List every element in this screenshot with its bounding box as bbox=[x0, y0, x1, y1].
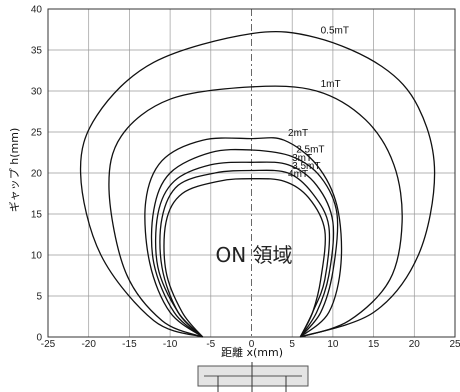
x-tick-label: 20 bbox=[409, 339, 421, 350]
series-label: 3mT bbox=[292, 153, 312, 164]
y-tick-label: 0 bbox=[36, 333, 42, 344]
series-label: 3.5mT bbox=[292, 161, 320, 172]
y-tick-label: 30 bbox=[31, 87, 43, 98]
plot-frame bbox=[47, 8, 456, 338]
curve-3.5mT bbox=[159, 169, 331, 338]
y-axis-title: ギャップ h(mm) bbox=[8, 128, 21, 212]
x-tick-label: -5 bbox=[206, 339, 215, 350]
x-tick-label: -20 bbox=[81, 339, 96, 350]
curve-3mT bbox=[154, 161, 335, 338]
series-label: 1mT bbox=[321, 79, 341, 90]
x-tick-label: 10 bbox=[327, 339, 339, 350]
x-tick-label: 15 bbox=[368, 339, 380, 350]
x-tick-label: 0 bbox=[249, 339, 255, 350]
series-curves bbox=[79, 30, 436, 338]
tick-labels: -25 -20 -15 -10 -5 0 5 10 15 20 25 0 5 10 15 20 25 30 35 40 bbox=[31, 5, 460, 351]
curve-2.5mT bbox=[150, 148, 339, 338]
series-label: 2mT bbox=[288, 128, 308, 139]
sensor-diagram bbox=[197, 362, 309, 392]
y-tick-label: 25 bbox=[31, 128, 43, 139]
y-tick-label: 35 bbox=[31, 46, 43, 57]
curve-2mT bbox=[144, 137, 343, 338]
x-tick-label: 5 bbox=[289, 339, 295, 350]
on-region-annotation: ON 領域 bbox=[215, 243, 292, 267]
grid bbox=[47, 8, 456, 338]
curve-0.5mT bbox=[79, 30, 436, 338]
x-tick-label: 25 bbox=[449, 339, 460, 350]
y-tick-label: 10 bbox=[31, 251, 43, 262]
series-label: 4mT bbox=[288, 169, 308, 180]
x-axis-title: 距離 x(mm) bbox=[221, 345, 283, 359]
y-tick-label: 15 bbox=[31, 210, 43, 221]
curve-4mT bbox=[163, 178, 326, 338]
curve-1mT bbox=[108, 85, 403, 338]
x-tick-label: -15 bbox=[122, 339, 137, 350]
x-tick-label: -25 bbox=[41, 339, 56, 350]
series-label: 2.5mT bbox=[296, 145, 324, 156]
y-tick-label: 40 bbox=[31, 5, 43, 16]
series-label: 0.5mT bbox=[321, 26, 349, 37]
y-tick-label: 20 bbox=[31, 169, 43, 180]
x-tick-label: -10 bbox=[163, 339, 178, 350]
y-tick-label: 5 bbox=[36, 292, 42, 303]
